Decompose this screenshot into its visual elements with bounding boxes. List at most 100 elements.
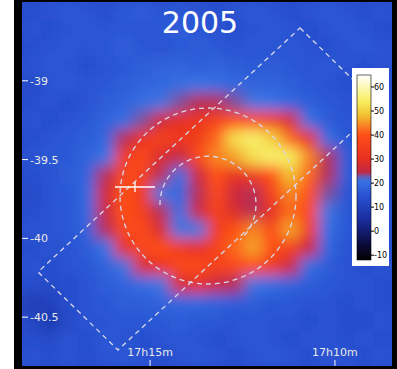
cell (226, 93, 245, 112)
cell (318, 57, 337, 76)
cell (59, 184, 78, 203)
cell (170, 257, 189, 276)
cell (207, 38, 226, 57)
cell (78, 93, 97, 112)
cell (170, 311, 189, 330)
cell (96, 38, 115, 57)
cell (281, 93, 300, 112)
cell (133, 129, 152, 148)
y-tick-label: -40 (30, 232, 48, 245)
cell (22, 93, 41, 112)
cell (115, 111, 134, 130)
cell (263, 148, 282, 167)
cell (96, 129, 115, 148)
cell (263, 348, 282, 366)
cell (318, 129, 337, 148)
cell (59, 257, 78, 276)
cell (189, 184, 208, 203)
cell (152, 93, 171, 112)
cell (300, 184, 319, 203)
cell (318, 257, 337, 276)
cell (96, 293, 115, 312)
cell (59, 330, 78, 349)
cell (115, 93, 134, 112)
cell (226, 111, 245, 130)
cell (133, 2, 152, 21)
cell (96, 311, 115, 330)
cell (133, 57, 152, 76)
cell (170, 148, 189, 167)
cell (318, 75, 337, 94)
cell (318, 311, 337, 330)
cell (115, 129, 134, 148)
cell (133, 111, 152, 130)
cell (78, 111, 97, 130)
cell (96, 2, 115, 21)
cell (300, 148, 319, 167)
cell (59, 293, 78, 312)
cell (318, 239, 337, 258)
cell (152, 75, 171, 94)
heatmap (22, 2, 392, 366)
cell (374, 275, 393, 294)
cell (263, 129, 282, 148)
cell (41, 275, 60, 294)
cell (281, 202, 300, 221)
cell (170, 184, 189, 203)
cell (300, 220, 319, 239)
cell (244, 38, 263, 57)
cell (22, 293, 41, 312)
cell (374, 330, 393, 349)
cell (300, 293, 319, 312)
cell (244, 348, 263, 366)
cell (59, 148, 78, 167)
cell (152, 57, 171, 76)
cell (41, 57, 60, 76)
cell (337, 2, 356, 21)
x-tick (334, 360, 335, 366)
cell (152, 220, 171, 239)
cell (59, 111, 78, 130)
outer-circle (120, 108, 296, 284)
cell (374, 293, 393, 312)
cell (355, 330, 374, 349)
scale-marker (115, 182, 155, 192)
cell (170, 129, 189, 148)
x-tick (150, 360, 151, 366)
x-tick-label: 17h15m (127, 346, 173, 359)
cell (41, 293, 60, 312)
cell (78, 330, 97, 349)
cell (263, 293, 282, 312)
cell (22, 57, 41, 76)
cell (263, 184, 282, 203)
overlay (38, 28, 380, 350)
cell (281, 311, 300, 330)
cell (115, 257, 134, 276)
cell (281, 111, 300, 130)
cell (115, 202, 134, 221)
cell (189, 257, 208, 276)
region-box (38, 28, 380, 350)
cell (244, 330, 263, 349)
cell (244, 293, 263, 312)
cell (96, 111, 115, 130)
cell (115, 293, 134, 312)
cell (207, 75, 226, 94)
cell (96, 275, 115, 294)
cell (318, 111, 337, 130)
cell (263, 111, 282, 130)
y-tick (22, 80, 28, 81)
cell (152, 293, 171, 312)
cell (22, 275, 41, 294)
cell (244, 129, 263, 148)
cell (226, 311, 245, 330)
cell (355, 348, 374, 366)
cell (78, 348, 97, 366)
cell (152, 38, 171, 57)
cell (59, 93, 78, 112)
cell (133, 220, 152, 239)
x-tick-label: 17h10m (312, 346, 358, 359)
cell (189, 293, 208, 312)
cell (115, 75, 134, 94)
cell (226, 57, 245, 76)
